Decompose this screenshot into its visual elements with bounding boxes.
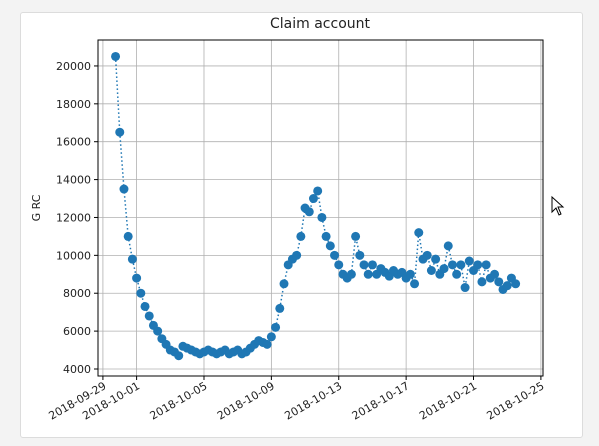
data-point [292, 250, 302, 260]
y-axis-label: G RC [30, 194, 43, 221]
y-tick-label: 6000 [63, 325, 91, 338]
data-point [153, 326, 163, 336]
x-tick-label: 2018-10-13 [282, 379, 344, 422]
y-tick-label: 4000 [63, 363, 91, 376]
y-tick-label: 18000 [56, 98, 91, 111]
data-point [174, 351, 184, 361]
data-point [271, 322, 281, 332]
data-point [511, 279, 521, 289]
data-point [266, 332, 276, 342]
data-point [477, 277, 487, 287]
data-point [313, 186, 323, 196]
data-point [414, 228, 424, 238]
data-point [296, 231, 306, 241]
mouse-cursor [551, 195, 565, 216]
data-point [136, 288, 146, 298]
data-point [119, 184, 129, 194]
data-point [481, 260, 491, 270]
data-point [140, 301, 150, 311]
plot-frame [97, 39, 544, 377]
data-point [502, 281, 512, 291]
data-point [330, 250, 340, 260]
y-tick-label: 20000 [56, 60, 91, 73]
data-point [351, 231, 361, 241]
data-point [431, 254, 441, 264]
x-tick-label: 2018-10-21 [417, 379, 479, 422]
data-point [317, 212, 327, 222]
data-point [308, 194, 318, 204]
data-point [363, 269, 373, 279]
data-point [115, 127, 125, 137]
data-point [494, 277, 504, 287]
data-point [304, 207, 314, 217]
data-point [464, 256, 474, 266]
chart-card [20, 12, 583, 438]
data-point [490, 269, 500, 279]
data-point [359, 260, 369, 270]
x-tick-label: 2018-10-25 [485, 379, 547, 422]
data-point [334, 260, 344, 270]
data-point [439, 264, 449, 274]
y-tick-label: 8000 [63, 287, 91, 300]
data-point [410, 279, 420, 289]
series-line [114, 56, 517, 357]
data-point [443, 241, 453, 251]
data-point [426, 266, 436, 276]
y-tick-label: 12000 [56, 211, 91, 224]
x-tick-label: 2018-10-09 [215, 379, 277, 422]
data-point [422, 250, 432, 260]
y-tick-label: 16000 [56, 136, 91, 149]
data-point [325, 241, 335, 251]
data-point [473, 260, 483, 270]
data-point [405, 269, 415, 279]
data-point [132, 273, 142, 283]
data-point [127, 254, 137, 264]
data-point [456, 260, 466, 270]
data-point [367, 260, 377, 270]
data-point [111, 51, 121, 61]
chart-title: Claim account [270, 16, 371, 32]
data-point [346, 269, 356, 279]
x-tick-label: 2018-10-17 [350, 379, 412, 422]
data-point [460, 283, 470, 293]
x-tick-label: 2018-10-05 [148, 379, 210, 422]
data-point [321, 231, 331, 241]
y-tick-label: 14000 [56, 174, 91, 187]
data-point [447, 260, 457, 270]
y-tick-label: 10000 [56, 249, 91, 262]
data-point [355, 250, 365, 260]
data-point [123, 231, 133, 241]
data-point [452, 269, 462, 279]
data-point [144, 311, 154, 321]
data-point [275, 303, 285, 313]
data-point [279, 279, 289, 289]
data-point [262, 339, 272, 349]
